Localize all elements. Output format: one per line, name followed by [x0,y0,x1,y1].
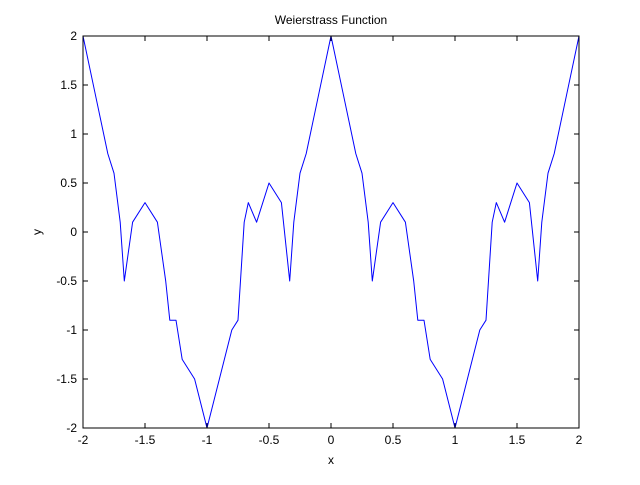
x-tick-label: -1.5 [135,433,156,447]
x-tick-label: -1 [202,433,213,447]
x-tick-label: 0.5 [385,433,402,447]
y-tick-label: -1.5 [56,372,77,386]
y-tick-label: 0 [70,225,77,239]
x-tick-label: 2 [576,433,583,447]
y-tick-label: 1.5 [60,78,77,92]
x-tick-label: 1 [452,433,459,447]
chart-title: Weierstrass Function [275,13,387,27]
x-axis-title: x [328,453,334,467]
plot-area [83,36,579,428]
x-tick-label: 0 [328,433,335,447]
x-tick-label: -2 [78,433,89,447]
y-tick-label: -0.5 [56,274,77,288]
y-tick-label: 0.5 [60,176,77,190]
y-tick-label: -1 [66,323,77,337]
x-tick-label: 1.5 [509,433,526,447]
y-tick-label: 2 [70,29,77,43]
y-tick-label: -2 [66,421,77,435]
x-tick-label: -0.5 [259,433,280,447]
y-tick-label: 1 [70,127,77,141]
y-axis-title: y [30,229,44,235]
x-axis: -2 -1.5 -1 -0.5 0 0.5 1 1.5 2 [78,36,583,447]
y-axis: -2 -1.5 -1 -0.5 0 0.5 1 1.5 2 [56,29,579,435]
